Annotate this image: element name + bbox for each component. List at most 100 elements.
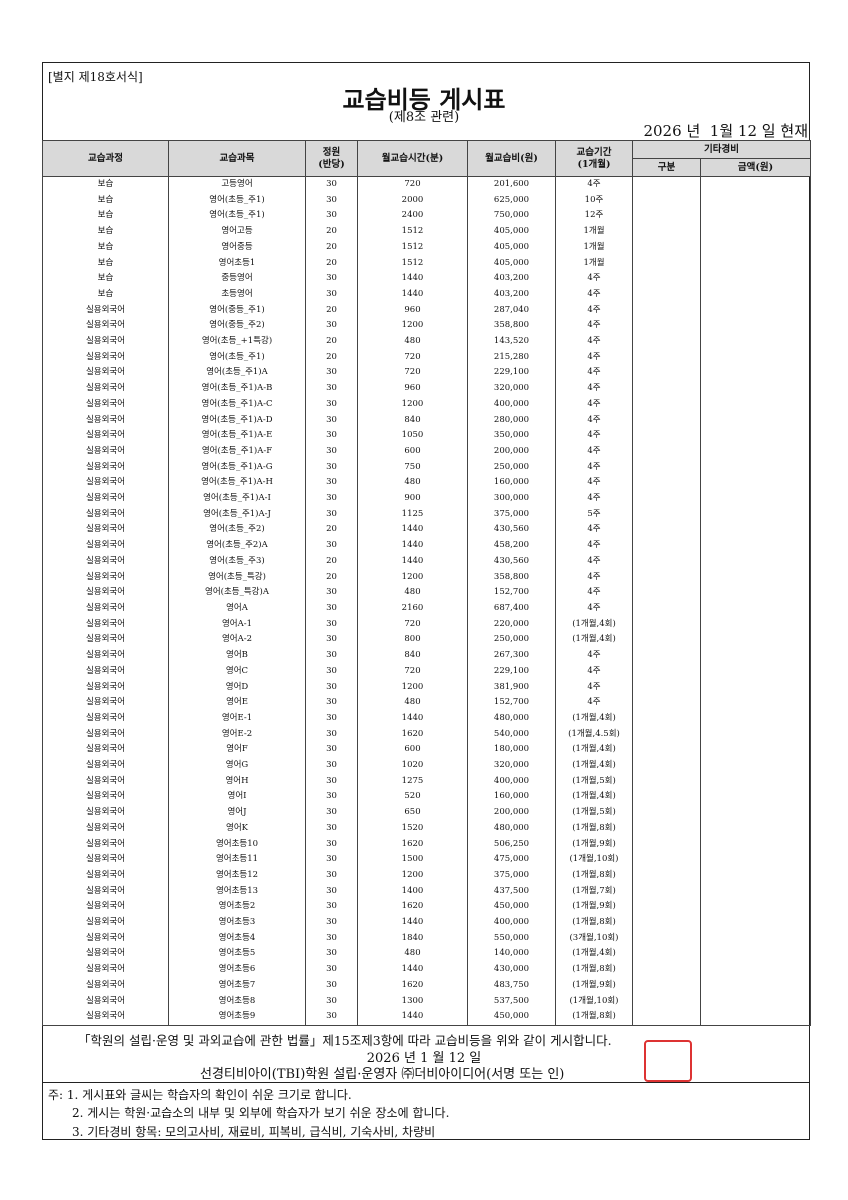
cell: 30: [305, 365, 358, 382]
cell: 30: [305, 176, 358, 193]
empty-cell: [632, 271, 701, 287]
cell: 480,000: [467, 710, 556, 727]
cell: 실용외국어: [42, 349, 169, 366]
cell: 4주: [555, 412, 633, 429]
table-row: 실용외국어 영어H 30 1275 400,000 (1개월,5회): [42, 773, 811, 790]
cell: 2160: [357, 600, 468, 617]
cell: 458,200: [467, 538, 556, 554]
table-row: 실용외국어 영어G 30 1020 320,000 (1개월,4회): [42, 758, 811, 774]
cell: (1개월,9회): [555, 836, 633, 853]
cell: 30: [305, 930, 358, 947]
cell: 450,000: [467, 1009, 556, 1026]
cell: 실용외국어: [42, 538, 169, 554]
empty-cell: [632, 365, 701, 382]
empty-cell: [632, 192, 701, 209]
cell: 영어I: [168, 789, 306, 806]
cell: 403,200: [467, 286, 556, 303]
table-row: 실용외국어 영어초등10 30 1620 506,250 (1개월,9회): [42, 836, 811, 853]
cell: (1개월,8회): [555, 867, 633, 884]
cell: 143,520: [467, 334, 556, 350]
empty-cell: [700, 710, 811, 727]
cell: 375,000: [467, 506, 556, 523]
cell: 480: [357, 585, 468, 601]
cell: (1개월,4회): [555, 616, 633, 633]
cell: 152,700: [467, 695, 556, 711]
cell: 30: [305, 836, 358, 853]
cell: 30: [305, 585, 358, 601]
cell: 영어D: [168, 679, 306, 696]
empty-cell: [700, 663, 811, 680]
cell: 375,000: [467, 867, 556, 884]
cell: 4주: [555, 318, 633, 335]
cell: 1440: [357, 538, 468, 554]
cell: 2400: [357, 208, 468, 225]
cell: 30: [305, 396, 358, 413]
cell: 1440: [357, 271, 468, 287]
cell: 영어F: [168, 742, 306, 759]
cell: 실용외국어: [42, 522, 169, 539]
cell: 실용외국어: [42, 726, 169, 743]
cell: 영어(초등_주1)A-B: [168, 381, 306, 397]
cell: 200,000: [467, 443, 556, 460]
cell: 실용외국어: [42, 993, 169, 1010]
cell: 300,000: [467, 491, 556, 507]
cell: 30: [305, 820, 358, 837]
cell: 650: [357, 805, 468, 821]
cell: 30: [305, 459, 358, 476]
cell: 450,000: [467, 899, 556, 916]
cell: 영어J: [168, 805, 306, 821]
cell: 30: [305, 318, 358, 335]
cell: 625,000: [467, 192, 556, 209]
header-text: 정원: [322, 146, 341, 158]
empty-cell: [700, 491, 811, 507]
cell: 실용외국어: [42, 773, 169, 790]
cell: 영어(초등_주1)A-C: [168, 396, 306, 413]
cell: 480: [357, 475, 468, 492]
table-row: 실용외국어 영어E-1 30 1440 480,000 (1개월,4회): [42, 710, 811, 727]
cell: 영어E: [168, 695, 306, 711]
cell: 영어G: [168, 758, 306, 774]
table-row: 실용외국어 영어초등13 30 1400 437,500 (1개월,7회): [42, 883, 811, 900]
cell: 720: [357, 663, 468, 680]
cell: 30: [305, 742, 358, 759]
empty-cell: [700, 396, 811, 413]
table-row: 실용외국어 영어(초등_주1)A-F 30 600 200,000 4주: [42, 443, 811, 460]
cell: 1620: [357, 977, 468, 994]
cell: 실용외국어: [42, 616, 169, 633]
table-row: 실용외국어 영어F 30 600 180,000 (1개월,4회): [42, 742, 811, 759]
table-row: 보습 영어고등 20 1512 405,000 1개월: [42, 224, 811, 240]
cell: 1620: [357, 836, 468, 853]
cell: 280,000: [467, 412, 556, 429]
cell: 30: [305, 412, 358, 429]
cell: 실용외국어: [42, 569, 169, 586]
cell: 영어초등2: [168, 899, 306, 916]
cell: 480: [357, 695, 468, 711]
empty-cell: [700, 553, 811, 570]
cell: 1440: [357, 962, 468, 978]
table-row: 실용외국어 영어K 30 1520 480,000 (1개월,8회): [42, 820, 811, 837]
cell: 350,000: [467, 428, 556, 444]
empty-cell: [632, 239, 701, 256]
cell: 4주: [555, 334, 633, 350]
cell: (1개월,5회): [555, 773, 633, 790]
cell: 실용외국어: [42, 946, 169, 963]
cell: 4주: [555, 286, 633, 303]
cell: 4주: [555, 663, 633, 680]
cell: 영어(초등_+1특강): [168, 334, 306, 350]
cell: 4주: [555, 648, 633, 664]
empty-cell: [632, 836, 701, 853]
empty-cell: [632, 915, 701, 931]
cell: 201,600: [467, 176, 556, 193]
cell: 30: [305, 789, 358, 806]
cell: 보습: [42, 224, 169, 240]
table-row: 실용외국어 영어E-2 30 1620 540,000 (1개월,4.5회): [42, 726, 811, 743]
column-header: 정원 (반당): [305, 140, 358, 177]
empty-cell: [632, 569, 701, 586]
empty-cell: [700, 962, 811, 978]
table-row: 실용외국어 영어초등2 30 1620 450,000 (1개월,9회): [42, 899, 811, 916]
empty-cell: [700, 286, 811, 303]
cell: 실용외국어: [42, 977, 169, 994]
cell: 1520: [357, 820, 468, 837]
cell: (1개월,10회): [555, 852, 633, 868]
cell: 영어E-2: [168, 726, 306, 743]
